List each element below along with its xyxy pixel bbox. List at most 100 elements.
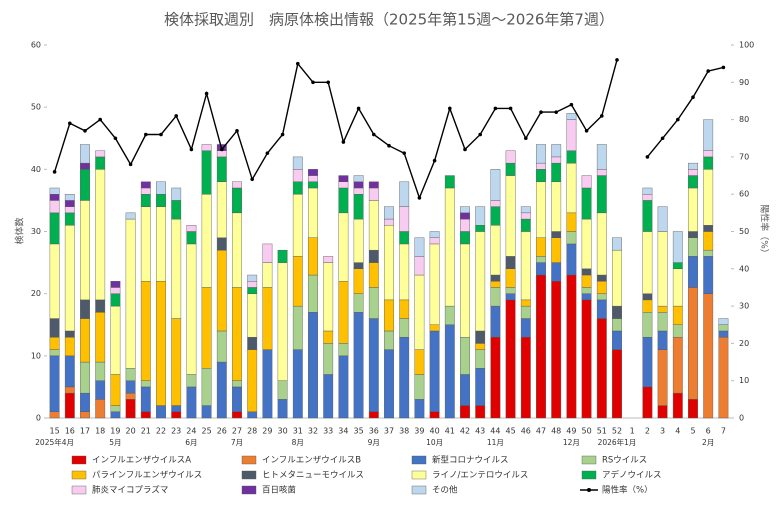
bar-segment [672, 336, 683, 394]
bar-segment [596, 169, 607, 176]
x-tick-label: 52 [612, 427, 622, 436]
legend-text: 肺炎マイコプラズマ [92, 485, 168, 496]
bar-segment [429, 411, 440, 419]
bar-segment [551, 262, 562, 282]
bar-segment [490, 305, 501, 338]
bar-segment [368, 411, 379, 419]
bar-segment [657, 349, 668, 406]
bar-segment [490, 281, 501, 288]
bar-segment [520, 212, 531, 220]
bar-segment [368, 262, 379, 288]
bar-segment [216, 249, 227, 332]
bar-segment [95, 299, 106, 313]
bar-segment [399, 243, 410, 301]
y2-tick-label: 20 [739, 339, 749, 348]
bar-segment [292, 181, 303, 195]
bar-segment [414, 349, 425, 375]
line-point [83, 128, 87, 133]
bar-segment [688, 187, 698, 232]
bar-segment [64, 336, 75, 357]
bar-segment [657, 305, 668, 313]
bar-segment [140, 386, 151, 412]
bar-segment [80, 361, 90, 394]
bar-segment [444, 305, 455, 325]
x-tick-label: 23 [171, 427, 181, 436]
legend-text: インフルエンザウイルスA [92, 456, 191, 466]
bar-segment [414, 274, 425, 350]
bar-segment [338, 343, 349, 357]
bar-segment [110, 287, 121, 294]
bar-segment [536, 181, 546, 238]
bar-segment [536, 237, 546, 257]
line-point [326, 80, 331, 85]
legend-text: 新型コロナウイルス [432, 456, 509, 466]
legend-swatch [241, 470, 257, 480]
line-point [356, 106, 361, 111]
y2-tick-label: 0 [739, 414, 744, 423]
bar-segment [520, 336, 531, 419]
x-tick-label: 36 [369, 427, 379, 436]
bar-segment [414, 374, 425, 400]
month-label: 9月 [368, 438, 380, 447]
bar-segment [125, 380, 136, 394]
x-tick-label: 19 [110, 427, 120, 436]
bar-segment [277, 399, 288, 419]
y2-tick-label: 60 [739, 190, 749, 199]
y-tick-label: 20 [31, 289, 41, 298]
legend-swatch [71, 485, 87, 495]
x-tick-label: 3 [660, 427, 665, 436]
line-point [478, 132, 483, 137]
bar-segment [384, 218, 394, 226]
bar-segment [460, 206, 470, 214]
x-tick-label: 29 [262, 427, 272, 436]
bar-segment [612, 349, 622, 419]
bar-segment [140, 187, 151, 195]
x-tick-label: 24 [186, 427, 196, 436]
y-tick-label: 60 [31, 41, 41, 50]
bar-segment [308, 187, 318, 238]
y2-tick-label: 80 [739, 115, 749, 124]
bar-segment [505, 150, 516, 164]
bar-segment [216, 150, 227, 158]
bar-segment [505, 293, 516, 301]
bar-segment [80, 162, 90, 170]
bar-segment [581, 268, 592, 276]
bar-segment [490, 274, 501, 282]
x-tick-label: 46 [521, 427, 531, 436]
bar-segment [95, 169, 106, 301]
line-point [676, 117, 680, 122]
line-point [128, 162, 133, 167]
bar-segment [718, 318, 729, 325]
bar-segment [262, 262, 273, 288]
bar-segment [171, 411, 182, 419]
bar-segment [95, 380, 106, 400]
bar-segment [140, 281, 151, 381]
y2-tick-label: 100 [739, 41, 754, 50]
bar-segment [125, 399, 136, 419]
bar-segment [292, 156, 303, 170]
bar-segment [384, 206, 394, 220]
bar-segment [703, 293, 714, 419]
line-point [660, 136, 665, 141]
bar-segment [95, 399, 106, 419]
x-tick-label: 1 [630, 427, 635, 436]
bar-segment [323, 343, 334, 375]
bar-segment [460, 374, 470, 406]
bar-segment [460, 212, 470, 220]
line-point [493, 106, 498, 111]
bar-segment [581, 187, 592, 220]
legend-text: 百日咳菌 [262, 485, 296, 496]
bar-segment [688, 169, 698, 176]
line-point [265, 151, 270, 155]
bar-segment [353, 187, 364, 195]
bar-segment [536, 169, 546, 182]
bar-segment [308, 274, 318, 313]
y2-tick-label: 70 [739, 152, 749, 161]
bar-segment [703, 156, 714, 170]
bar-segment [672, 392, 683, 419]
line-point [144, 132, 148, 137]
month-label: 11月 [487, 438, 504, 447]
bar-segment [323, 330, 334, 344]
line-point [402, 151, 407, 155]
